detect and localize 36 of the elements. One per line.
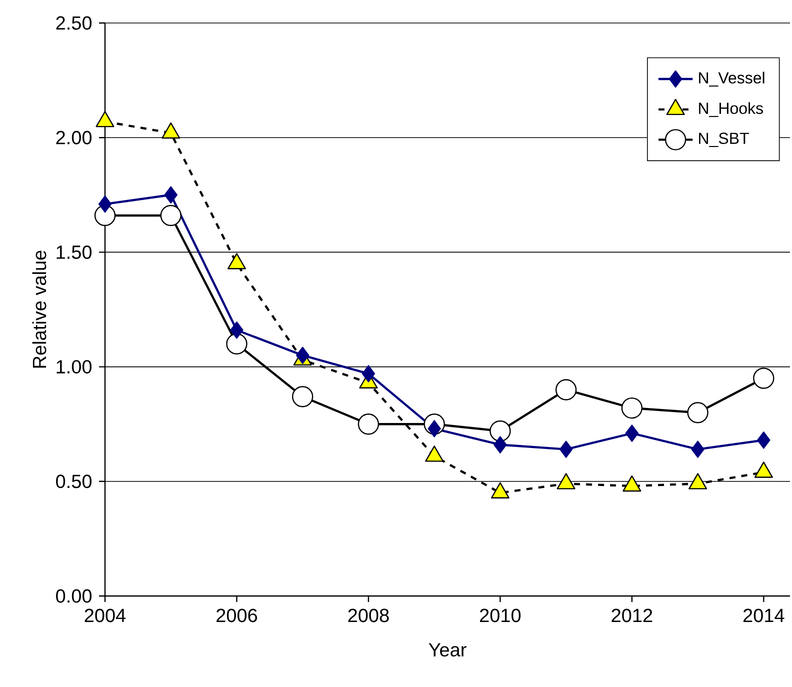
point — [358, 414, 380, 435]
y-tick-label: 2.50 — [56, 16, 92, 30]
point — [164, 186, 178, 204]
point — [292, 386, 314, 408]
point — [625, 424, 639, 442]
x-tick-label: 2006 — [216, 608, 258, 622]
point — [226, 333, 248, 354]
point — [296, 346, 310, 364]
point — [687, 402, 708, 424]
point — [757, 432, 770, 449]
point — [494, 436, 507, 454]
point — [559, 440, 573, 458]
y-tick-label: 1.00 — [56, 360, 92, 374]
x-tick-label: 2010 — [480, 608, 521, 622]
y-tick-label: 0.00 — [56, 589, 92, 603]
x-tick-label: 2012 — [612, 608, 652, 622]
point — [555, 379, 577, 400]
point — [230, 322, 244, 339]
point — [160, 204, 182, 226]
x-tick-label: 2008 — [348, 608, 389, 622]
point — [362, 365, 376, 382]
y-tick-label: 1.50 — [56, 245, 92, 259]
y-tick-label: 2.00 — [56, 130, 92, 144]
point — [621, 397, 643, 419]
legend-label: N_SBT — [699, 132, 749, 148]
x-axis-title: Year — [428, 643, 466, 657]
legend-label: N_Hooks — [699, 102, 763, 117]
y-axis-title: Relative value — [32, 250, 46, 368]
x-tick-label: 2004 — [84, 608, 126, 622]
x-tick-label: 2014 — [743, 608, 784, 622]
point — [753, 368, 774, 389]
point — [98, 195, 112, 213]
y-tick-label: 0.50 — [56, 474, 92, 488]
point — [490, 420, 511, 442]
point — [691, 440, 704, 458]
legend-label: N_Vessel — [699, 72, 764, 87]
